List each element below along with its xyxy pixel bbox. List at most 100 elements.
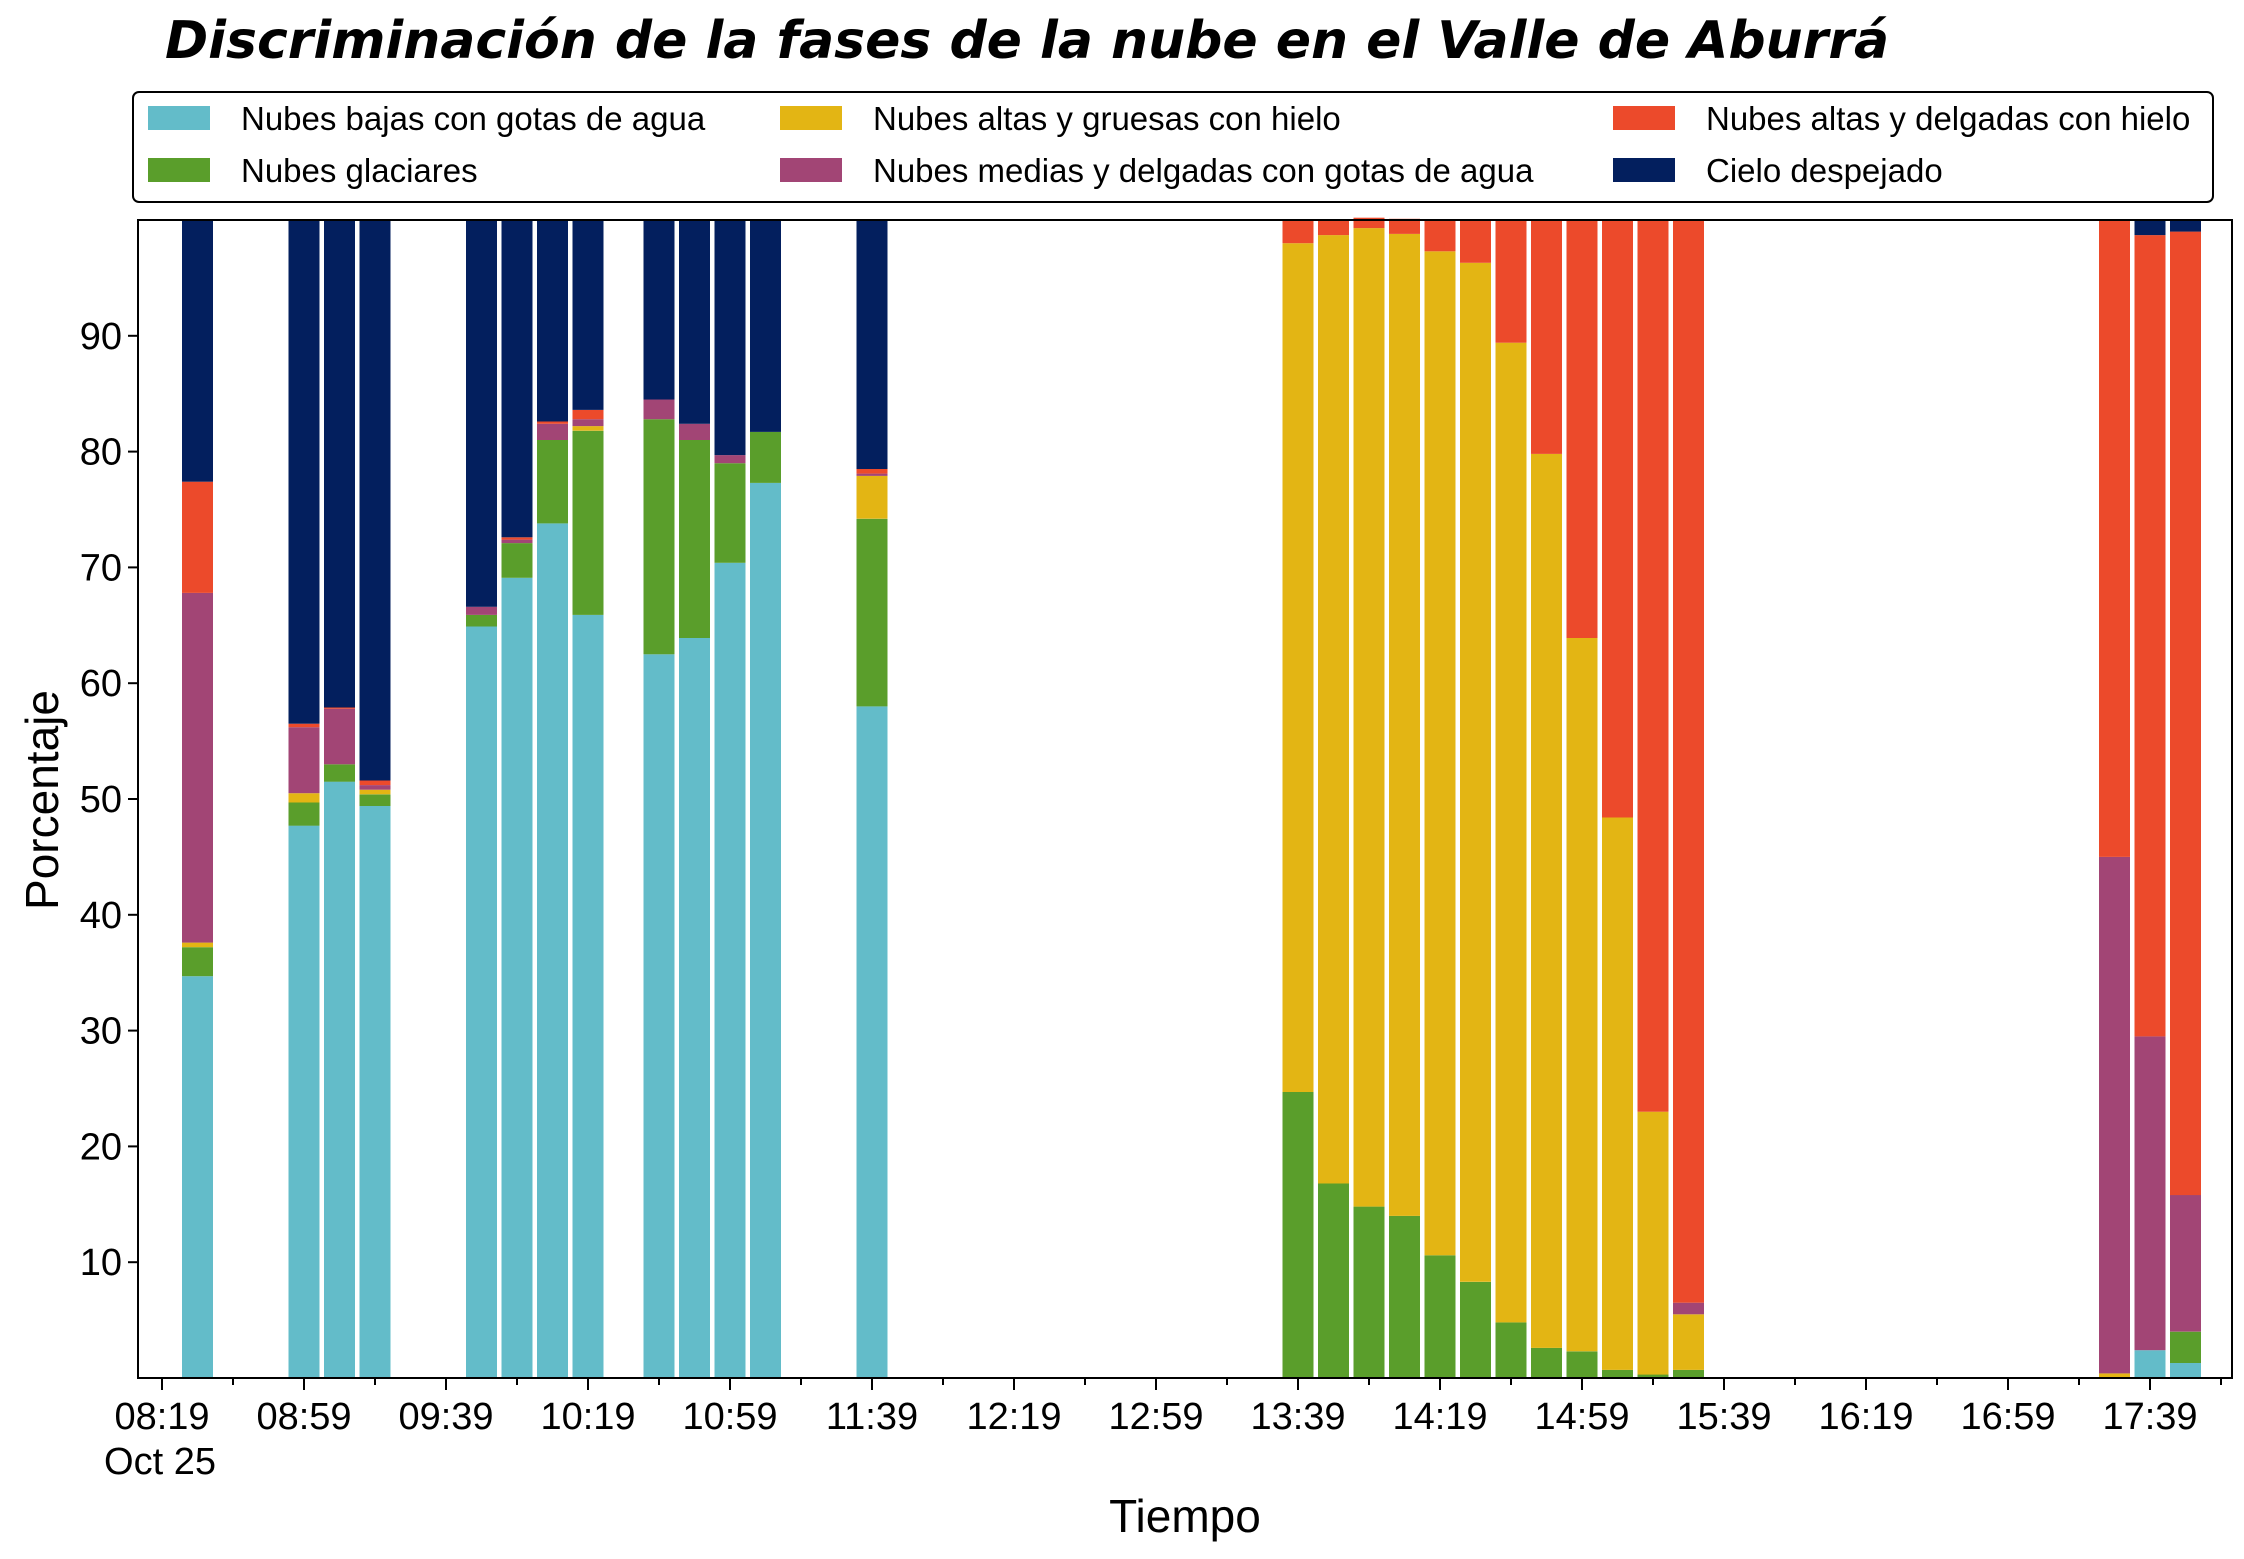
bar-segment-nubes-altas-y-gruesas-con-hielo — [1460, 262, 1491, 1282]
bar-segment-nubes-medias-y-delgadas-con-gotas-de-agua — [572, 419, 604, 427]
bar-segment-nubes-glaciares — [288, 802, 320, 826]
legend-label-nubes-glaciares: Nubes glaciares — [241, 152, 478, 189]
bar-segment-nubes-altas-y-gruesas-con-hielo — [572, 426, 604, 431]
bar-segment-nubes-glaciares — [572, 430, 604, 615]
legend-swatch-nubes-medias-y-delgadas-con-gotas-de-agua — [780, 158, 842, 182]
bar-segment-nubes-altas-y-delgadas-con-hielo — [359, 780, 391, 786]
legend-label-nubes-altas-y-delgadas-con-hielo: Nubes altas y delgadas con hielo — [1706, 100, 2190, 137]
bar-segment-nubes-bajas-con-gotas-de-agua — [856, 706, 888, 1378]
bar-segment-cielo-despejado — [466, 220, 497, 607]
bar-segment-nubes-altas-y-delgadas-con-hielo — [2170, 231, 2201, 1196]
bar-segment-nubes-glaciares — [1566, 1351, 1598, 1378]
bar-segment-cielo-despejado — [182, 220, 213, 482]
plot-frame — [137, 219, 2233, 1379]
bar-segment-nubes-medias-y-delgadas-con-gotas-de-agua — [679, 423, 710, 440]
bar-segment-nubes-altas-y-gruesas-con-hielo — [1495, 342, 1527, 1323]
bar-segment-nubes-altas-y-delgadas-con-hielo — [856, 469, 888, 474]
bar-segment-nubes-glaciares — [2170, 1331, 2201, 1363]
bar-segment-nubes-medias-y-delgadas-con-gotas-de-agua — [2170, 1195, 2201, 1332]
bar-segment-nubes-altas-y-gruesas-con-hielo — [856, 475, 888, 519]
bar-segment-nubes-altas-y-gruesas-con-hielo — [2099, 1373, 2130, 1378]
bar-segment-nubes-altas-y-delgadas-con-hielo — [1566, 220, 1598, 638]
x-tick-label: 16:19 — [1818, 1396, 1913, 1438]
legend-swatch-nubes-glaciares — [148, 158, 210, 182]
bar-segment-nubes-altas-y-gruesas-con-hielo — [182, 942, 213, 948]
bar-segment-nubes-glaciares — [466, 614, 497, 627]
bar-segment-nubes-altas-y-delgadas-con-hielo — [2134, 235, 2166, 1037]
bar-segment-nubes-altas-y-delgadas-con-hielo — [2099, 220, 2130, 857]
bar-segment-nubes-bajas-con-gotas-de-agua — [359, 805, 391, 1378]
bar-segment-nubes-bajas-con-gotas-de-agua — [501, 577, 533, 1378]
y-tick-label: 20 — [80, 1126, 122, 1168]
bar-segment-nubes-altas-y-gruesas-con-hielo — [1282, 243, 1314, 1092]
bar-segment-nubes-glaciares — [679, 440, 710, 638]
bar-segment-nubes-medias-y-delgadas-con-gotas-de-agua — [359, 785, 391, 790]
legend-swatch-nubes-bajas-con-gotas-de-agua — [148, 106, 210, 130]
bar-segment-nubes-altas-y-delgadas-con-hielo — [572, 409, 604, 420]
bar-segment-nubes-altas-y-gruesas-con-hielo — [1318, 235, 1349, 1184]
bar-segment-nubes-glaciares — [714, 463, 746, 563]
x-date-label: Oct 25 — [104, 1441, 216, 1483]
bar-segment-nubes-glaciares — [1531, 1347, 1562, 1378]
bar-segment-nubes-glaciares — [182, 947, 213, 977]
bars — [182, 217, 2201, 1379]
x-tick-label: 10:19 — [540, 1396, 635, 1438]
bar-segment-nubes-glaciares — [1389, 1215, 1420, 1378]
x-tick-label: 16:59 — [1960, 1396, 2055, 1438]
bar-segment-nubes-bajas-con-gotas-de-agua — [324, 781, 355, 1378]
bar-segment-cielo-despejado — [750, 220, 781, 432]
x-tick-label: 08:19 — [114, 1396, 209, 1438]
bar-segment-cielo-despejado — [643, 220, 675, 400]
bar-segment-nubes-bajas-con-gotas-de-agua — [2134, 1350, 2166, 1378]
bar-segment-nubes-medias-y-delgadas-con-gotas-de-agua — [501, 539, 533, 544]
y-axis-label: Porcentaje — [16, 690, 68, 910]
bar-segment-nubes-bajas-con-gotas-de-agua — [572, 614, 604, 1378]
bar-segment-nubes-glaciares — [1353, 1206, 1385, 1378]
bar-segment-nubes-altas-y-delgadas-con-hielo — [537, 421, 568, 424]
legend-swatch-cielo-despejado — [1613, 158, 1675, 182]
bar-segment-nubes-glaciares — [1673, 1369, 1704, 1378]
chart-title: Discriminación de la fases de la nube en… — [165, 11, 1889, 71]
bar-segment-nubes-glaciares — [1424, 1255, 1456, 1378]
bar-segment-nubes-altas-y-gruesas-con-hielo — [288, 793, 320, 803]
bar-segment-nubes-altas-y-delgadas-con-hielo — [1531, 220, 1562, 454]
bar-segment-nubes-altas-y-delgadas-con-hielo — [1637, 220, 1669, 1112]
bar-segment-nubes-altas-y-gruesas-con-hielo — [1353, 228, 1385, 1207]
y-tick-label: 70 — [80, 547, 122, 589]
bar-segment-nubes-medias-y-delgadas-con-gotas-de-agua — [2134, 1036, 2166, 1351]
bar-segment-nubes-medias-y-delgadas-con-gotas-de-agua — [856, 473, 888, 476]
bar-segment-nubes-bajas-con-gotas-de-agua — [714, 562, 746, 1378]
bar-segment-nubes-glaciares — [643, 419, 675, 655]
bar-segment-cielo-despejado — [714, 220, 746, 456]
bar-segment-nubes-bajas-con-gotas-de-agua — [466, 626, 497, 1378]
bar-segment-nubes-medias-y-delgadas-con-gotas-de-agua — [324, 708, 355, 765]
legend-label-cielo-despejado: Cielo despejado — [1706, 152, 1943, 189]
x-tick-label: 17:39 — [2102, 1396, 2197, 1438]
bar-segment-nubes-glaciares — [1602, 1369, 1633, 1378]
x-tick-label: 12:59 — [1108, 1396, 1203, 1438]
bar-segment-nubes-altas-y-gruesas-con-hielo — [1637, 1111, 1669, 1375]
bar-segment-nubes-altas-y-delgadas-con-hielo — [288, 723, 320, 728]
bar-segment-nubes-bajas-con-gotas-de-agua — [679, 638, 710, 1378]
bar-segment-nubes-glaciares — [1495, 1322, 1527, 1378]
bar-segment-cielo-despejado — [856, 220, 888, 469]
bar-segment-nubes-altas-y-gruesas-con-hielo — [1602, 817, 1633, 1370]
bar-segment-nubes-medias-y-delgadas-con-gotas-de-agua — [182, 592, 213, 943]
bar-segment-cielo-despejado — [501, 220, 533, 538]
y-tick-label: 50 — [80, 779, 122, 821]
bar-segment-nubes-altas-y-gruesas-con-hielo — [1673, 1314, 1704, 1370]
legend: Nubes bajas con gotas de agua Nubes glaci… — [132, 91, 2214, 203]
bar-segment-nubes-altas-y-delgadas-con-hielo — [182, 481, 213, 593]
bar-segment-nubes-altas-y-gruesas-con-hielo — [1531, 453, 1562, 1348]
bar-segment-cielo-despejado — [537, 220, 568, 422]
x-tick-label: 11:39 — [826, 1396, 918, 1438]
bar-segment-nubes-medias-y-delgadas-con-gotas-de-agua — [643, 399, 675, 420]
bar-segment-nubes-glaciares — [1282, 1092, 1314, 1378]
x-tick-label: 14:59 — [1534, 1396, 1629, 1438]
x-tick-label: 08:59 — [256, 1396, 351, 1438]
bar-segment-nubes-medias-y-delgadas-con-gotas-de-agua — [537, 423, 568, 440]
y-tick-label: 40 — [80, 895, 122, 937]
bar-segment-nubes-glaciares — [324, 764, 355, 782]
bar-segment-nubes-altas-y-gruesas-con-hielo — [359, 789, 391, 795]
bar-segment-nubes-altas-y-delgadas-con-hielo — [1495, 220, 1527, 343]
